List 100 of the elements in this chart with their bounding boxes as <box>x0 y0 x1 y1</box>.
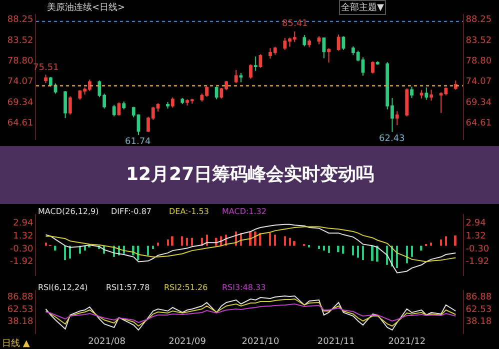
candlestick <box>302 34 306 47</box>
bar <box>396 246 398 268</box>
y-tick-label: 83.52 <box>7 36 34 46</box>
annotation: 75.51 <box>33 63 59 73</box>
y2-tick-label: 69.34 <box>466 98 492 108</box>
chart-subtitle: 美原油连续<日线> <box>47 2 126 13</box>
annotation: 62.43 <box>379 134 405 144</box>
bar <box>318 246 320 249</box>
bar <box>357 246 359 258</box>
y2-tick-label: 2.94 <box>466 218 486 229</box>
bar <box>362 246 364 260</box>
candlestick <box>405 88 409 117</box>
line-series <box>45 226 456 262</box>
bar <box>269 233 271 246</box>
candlestick <box>254 56 258 72</box>
bar <box>206 234 208 246</box>
y2-tick-label: 86.88 <box>466 292 492 303</box>
bar <box>376 246 378 262</box>
bar <box>45 242 47 246</box>
y-tick-label: 62.53 <box>7 304 34 315</box>
x-tick-label: 2021/11 <box>317 337 355 347</box>
y2-tick-label: 78.80 <box>466 56 492 67</box>
x-tick-label: 2021/12 <box>388 337 426 347</box>
y2-tick-label: -0.30 <box>466 244 490 254</box>
bar <box>147 246 149 256</box>
y-tick-label: 88.25 <box>7 15 34 26</box>
bar <box>152 246 154 249</box>
bar <box>337 246 340 252</box>
bar <box>323 246 325 251</box>
x-tick-label: 2021/09 <box>168 337 206 347</box>
bar <box>254 231 256 246</box>
bar <box>328 246 330 253</box>
bar <box>293 241 296 246</box>
bar <box>371 246 374 261</box>
candlestick <box>317 36 321 45</box>
y-tick-label: 78.80 <box>7 56 34 67</box>
annotation: RSI3:48.33 <box>222 283 266 292</box>
candlestick <box>170 97 174 108</box>
candlestick <box>327 48 330 64</box>
candlestick <box>336 34 340 52</box>
bar <box>406 246 408 264</box>
bar <box>186 238 188 246</box>
annotation: RSI1:57.78 <box>106 283 150 292</box>
candlestick <box>376 60 380 66</box>
y-tick-label: 2.94 <box>13 218 34 229</box>
y-tick-label: -1.92 <box>10 257 34 268</box>
y2-tick-label: 62.53 <box>466 304 492 315</box>
candlestick <box>180 98 184 105</box>
bar <box>284 236 286 246</box>
x-tick-label: 2021/08 <box>88 337 126 347</box>
candlestick <box>424 87 428 100</box>
annotation: DIFF:-0.87 <box>111 207 152 216</box>
x-tick-label: 2021/10 <box>242 337 280 347</box>
text: 日线 ▲ <box>2 338 30 349</box>
candlestick <box>371 60 374 74</box>
candlestick <box>48 76 52 88</box>
candlestick <box>410 86 414 98</box>
bar <box>167 239 169 246</box>
candlestick <box>342 36 346 50</box>
annotation: RSI2:51.26 <box>164 283 208 292</box>
candlestick <box>112 104 116 117</box>
bar <box>54 246 56 251</box>
y2-tick-label: 74.07 <box>466 77 492 88</box>
bar <box>191 238 193 246</box>
y2-tick-label: 83.52 <box>466 36 492 46</box>
y2-tick-label: 38.18 <box>466 317 492 328</box>
annotation: MACD(26,12,9) <box>38 207 99 216</box>
annotation: 85.41 <box>282 19 308 29</box>
bar <box>440 239 442 246</box>
line-series <box>45 304 456 323</box>
y-tick-label: 1.32 <box>13 231 34 242</box>
bar <box>289 238 291 246</box>
annotation: DEA:-1.53 <box>169 207 209 216</box>
y-tick-label: 74.07 <box>7 77 34 88</box>
annotation: MACD:1.32 <box>222 207 266 216</box>
bar <box>171 236 174 246</box>
y-tick-label: 64.61 <box>7 118 34 129</box>
candlestick <box>249 64 252 80</box>
candlestick <box>234 70 238 84</box>
candlestick <box>44 74 48 84</box>
bar <box>157 242 159 246</box>
candlestick <box>322 37 326 59</box>
y2-tick-label: 1.32 <box>466 231 486 242</box>
y-tick-label: 38.18 <box>7 317 34 328</box>
y2-tick-label: 64.61 <box>466 118 492 129</box>
y2-tick-label: -1.92 <box>466 257 490 268</box>
y-tick-label: -0.30 <box>10 244 34 254</box>
line-series <box>45 224 456 274</box>
candlestick <box>454 80 458 90</box>
bar <box>274 234 276 246</box>
bar <box>181 236 184 246</box>
candlestick <box>64 90 67 119</box>
y-tick-label: 86.88 <box>7 292 34 303</box>
candlestick <box>122 101 126 110</box>
bar <box>352 246 354 256</box>
bar <box>430 242 432 246</box>
bar <box>420 246 422 251</box>
candlestick <box>430 89 433 102</box>
bar <box>454 235 456 246</box>
text: 12月27日筹码峰会实时变动吗 <box>126 164 374 185</box>
